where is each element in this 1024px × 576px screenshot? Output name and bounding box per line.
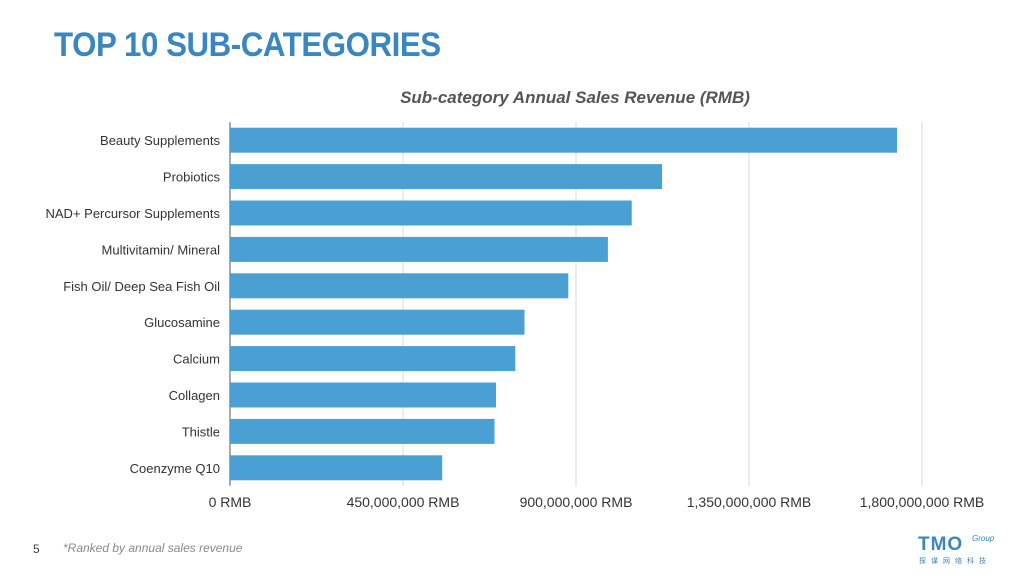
x-tick-label: 1,350,000,000 RMB (687, 494, 812, 510)
slide-title: TOP 10 SUB-CATEGORIES (54, 26, 441, 64)
bar (230, 127, 898, 153)
category-label: Calcium (173, 352, 220, 367)
company-logo: TMO Group 探谋网络科技 (918, 534, 1010, 566)
category-label: Thistle (182, 424, 220, 439)
logo-chinese: 探谋网络科技 (919, 558, 991, 565)
category-label: Fish Oil/ Deep Sea Fish Oil (63, 279, 220, 294)
logo-word: Group (972, 534, 995, 543)
bar (230, 455, 443, 481)
footnote: *Ranked by annual sales revenue (63, 541, 243, 555)
category-label: Coenzyme Q10 (130, 461, 220, 476)
bar (230, 309, 525, 335)
bar (230, 164, 663, 190)
x-tick-label: 0 RMB (209, 494, 252, 510)
logo-mark: TMO (918, 534, 964, 555)
x-tick-label: 450,000,000 RMB (347, 494, 460, 510)
bar (230, 200, 632, 226)
bar (230, 273, 569, 299)
category-label: Beauty Supplements (100, 133, 220, 148)
x-tick-label: 1,800,000,000 RMB (860, 494, 985, 510)
bar (230, 346, 516, 372)
category-label: Multivitamin/ Mineral (102, 242, 221, 257)
bar (230, 236, 608, 262)
x-tick-label: 900,000,000 RMB (520, 494, 633, 510)
category-label: Collagen (169, 388, 220, 403)
category-label: Probiotics (163, 170, 221, 185)
bar (230, 382, 497, 408)
category-label: NAD+ Percursor Supplements (46, 206, 221, 221)
page-number: 5 (33, 542, 40, 556)
chart-title: Sub-category Annual Sales Revenue (RMB) (400, 88, 750, 107)
category-label: Glucosamine (144, 315, 220, 330)
bar (230, 418, 495, 444)
